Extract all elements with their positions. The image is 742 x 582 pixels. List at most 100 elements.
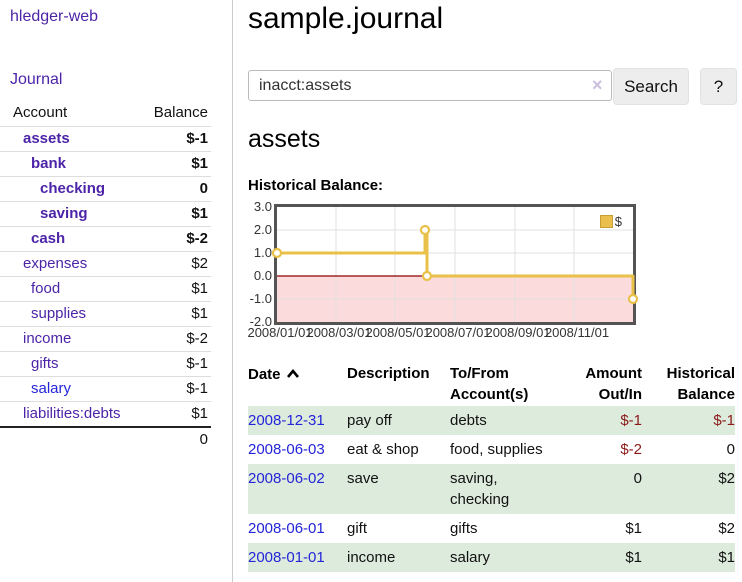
transaction-description: eat & shop [347, 441, 419, 458]
account-link-bank[interactable]: bank [31, 155, 67, 172]
account-link-supplies[interactable]: supplies [31, 305, 87, 322]
account-row-assets: assets $-1 [0, 126, 211, 152]
account-link-saving[interactable]: saving [40, 205, 88, 222]
account-balance: $1 [191, 280, 208, 297]
account-balance: $1 [191, 205, 208, 222]
transaction-description: income [347, 549, 396, 566]
balance-line-chart-svg [271, 207, 639, 322]
transaction-description: gift [347, 520, 368, 537]
sidebar: hledger-web Journal Account Balance asse… [0, 0, 233, 582]
chart-plot-area: $ [271, 204, 639, 325]
help-button[interactable]: ? [700, 68, 737, 105]
account-row-food: food $1 [0, 276, 211, 302]
x-tick-label: 2008/03/01 [306, 325, 372, 340]
transaction-accounts: debts [450, 412, 487, 429]
clear-search-icon[interactable]: × [592, 75, 603, 95]
register-header-row: Date Description To/From Account(s) Amou… [248, 363, 735, 406]
transaction-amount: $1 [625, 549, 642, 566]
transaction-date-link[interactable]: 2008-01-01 [248, 549, 325, 566]
transaction-balance: 0 [726, 441, 735, 458]
register-row: 2008-06-01 gift gifts $1 $2 [248, 514, 735, 543]
account-link-expenses[interactable]: expenses [23, 255, 88, 272]
account-balance: $-2 [186, 330, 208, 347]
app-title-link[interactable]: hledger-web [10, 8, 99, 25]
account-link-food[interactable]: food [31, 280, 61, 297]
account-row-supplies: supplies $1 [0, 301, 211, 327]
account-link-assets[interactable]: assets [23, 130, 70, 147]
accounts-table: Account Balance assets $-1 bank $1 check… [0, 100, 211, 452]
chart-legend: $ [599, 214, 622, 229]
transaction-balance: $1 [718, 549, 735, 566]
register-row: 2008-12-31 pay off debts $-1 $-1 [248, 406, 735, 435]
y-tick-label: -1.0 [249, 291, 272, 306]
transaction-balance: $-1 [713, 412, 735, 429]
page-title: sample.journal [248, 2, 444, 35]
account-balance: 0 [199, 180, 208, 197]
transaction-accounts: salary [450, 549, 491, 566]
y-tick-label: 3.0 [253, 199, 272, 214]
accounts-header-account: Account [13, 104, 68, 121]
account-balance: $-1 [186, 355, 208, 372]
y-tick-label: 1.0 [253, 245, 272, 260]
register-panel: Date Description To/From Account(s) Amou… [248, 363, 735, 572]
account-balance: $1 [191, 405, 208, 422]
x-tick-label: 2008/11/01 [544, 325, 610, 340]
register-header-description: Description [347, 365, 430, 382]
account-balance: $-1 [186, 130, 208, 147]
historical-balance-chart: 3.0 2.0 1.0 0.0 -1.0 -2.0 $ 2008/01/01 2 [243, 199, 643, 343]
account-link-gifts[interactable]: gifts [31, 355, 59, 372]
transaction-date-link[interactable]: 2008-06-01 [248, 520, 325, 537]
transaction-amount: $-1 [620, 412, 642, 429]
account-row-bank: bank $1 [0, 151, 211, 177]
transaction-balance: $2 [718, 520, 735, 537]
account-row-saving: saving $1 [0, 201, 211, 227]
account-row-salary: salary $-1 [0, 376, 211, 402]
register-table: Date Description To/From Account(s) Amou… [248, 363, 735, 572]
account-balance: $-2 [186, 230, 208, 247]
date-sort-label: Date [248, 366, 281, 383]
account-row-expenses: expenses $2 [0, 251, 211, 277]
transaction-accounts: food, supplies [450, 441, 543, 458]
account-link-cash[interactable]: cash [31, 230, 66, 247]
transaction-date-link[interactable]: 2008-12-31 [248, 412, 325, 429]
x-tick-label: 2008/01/01 [247, 325, 313, 340]
y-tick-label: 0.0 [253, 268, 272, 283]
legend-swatch-icon [599, 215, 613, 228]
account-link-salary[interactable]: salary [31, 380, 72, 397]
x-tick-label: 2008/05/01 [365, 325, 431, 340]
accounts-total-row: 0 [0, 427, 211, 452]
account-row-income: income $-2 [0, 326, 211, 352]
account-balance: $2 [191, 255, 208, 272]
accounts-header-row: Account Balance [0, 100, 211, 127]
account-balance: $-1 [186, 380, 208, 397]
search-input[interactable] [248, 70, 612, 101]
sidebar-item-journal[interactable]: Journal [10, 71, 63, 88]
register-header-date[interactable]: Date [248, 363, 347, 406]
account-row-liabilities-debts: liabilities:debts $1 [0, 401, 211, 428]
register-header-balance: Historical Balance [666, 365, 735, 403]
transaction-description: save [347, 470, 379, 487]
search-button[interactable]: Search [613, 68, 689, 105]
accounts-total-balance: 0 [199, 431, 208, 448]
account-link-liabilities-debts[interactable]: liabilities:debts [23, 405, 121, 422]
y-tick-label: 2.0 [253, 222, 272, 237]
transaction-date-link[interactable]: 2008-06-03 [248, 441, 325, 458]
account-row-gifts: gifts $-1 [0, 351, 211, 377]
x-tick-label: 2008/07/01 [425, 325, 491, 340]
account-link-income[interactable]: income [23, 330, 72, 347]
account-heading: assets [248, 125, 321, 153]
account-balance: $1 [191, 155, 208, 172]
legend-label: $ [614, 214, 622, 229]
account-row-cash: cash $-2 [0, 226, 211, 252]
sort-ascending-icon [286, 363, 300, 384]
transaction-balance: $2 [718, 470, 735, 487]
transaction-amount: $1 [625, 520, 642, 537]
transaction-amount: $-2 [620, 441, 642, 458]
transaction-date-link[interactable]: 2008-06-02 [248, 470, 325, 487]
account-link-checking[interactable]: checking [40, 180, 106, 197]
y-tick-label: -2.0 [249, 314, 272, 329]
account-balance: $1 [191, 305, 208, 322]
register-header-amount: Amount Out/In [585, 365, 642, 403]
transaction-accounts: saving, checking [450, 470, 510, 508]
transaction-description: pay off [347, 412, 392, 429]
